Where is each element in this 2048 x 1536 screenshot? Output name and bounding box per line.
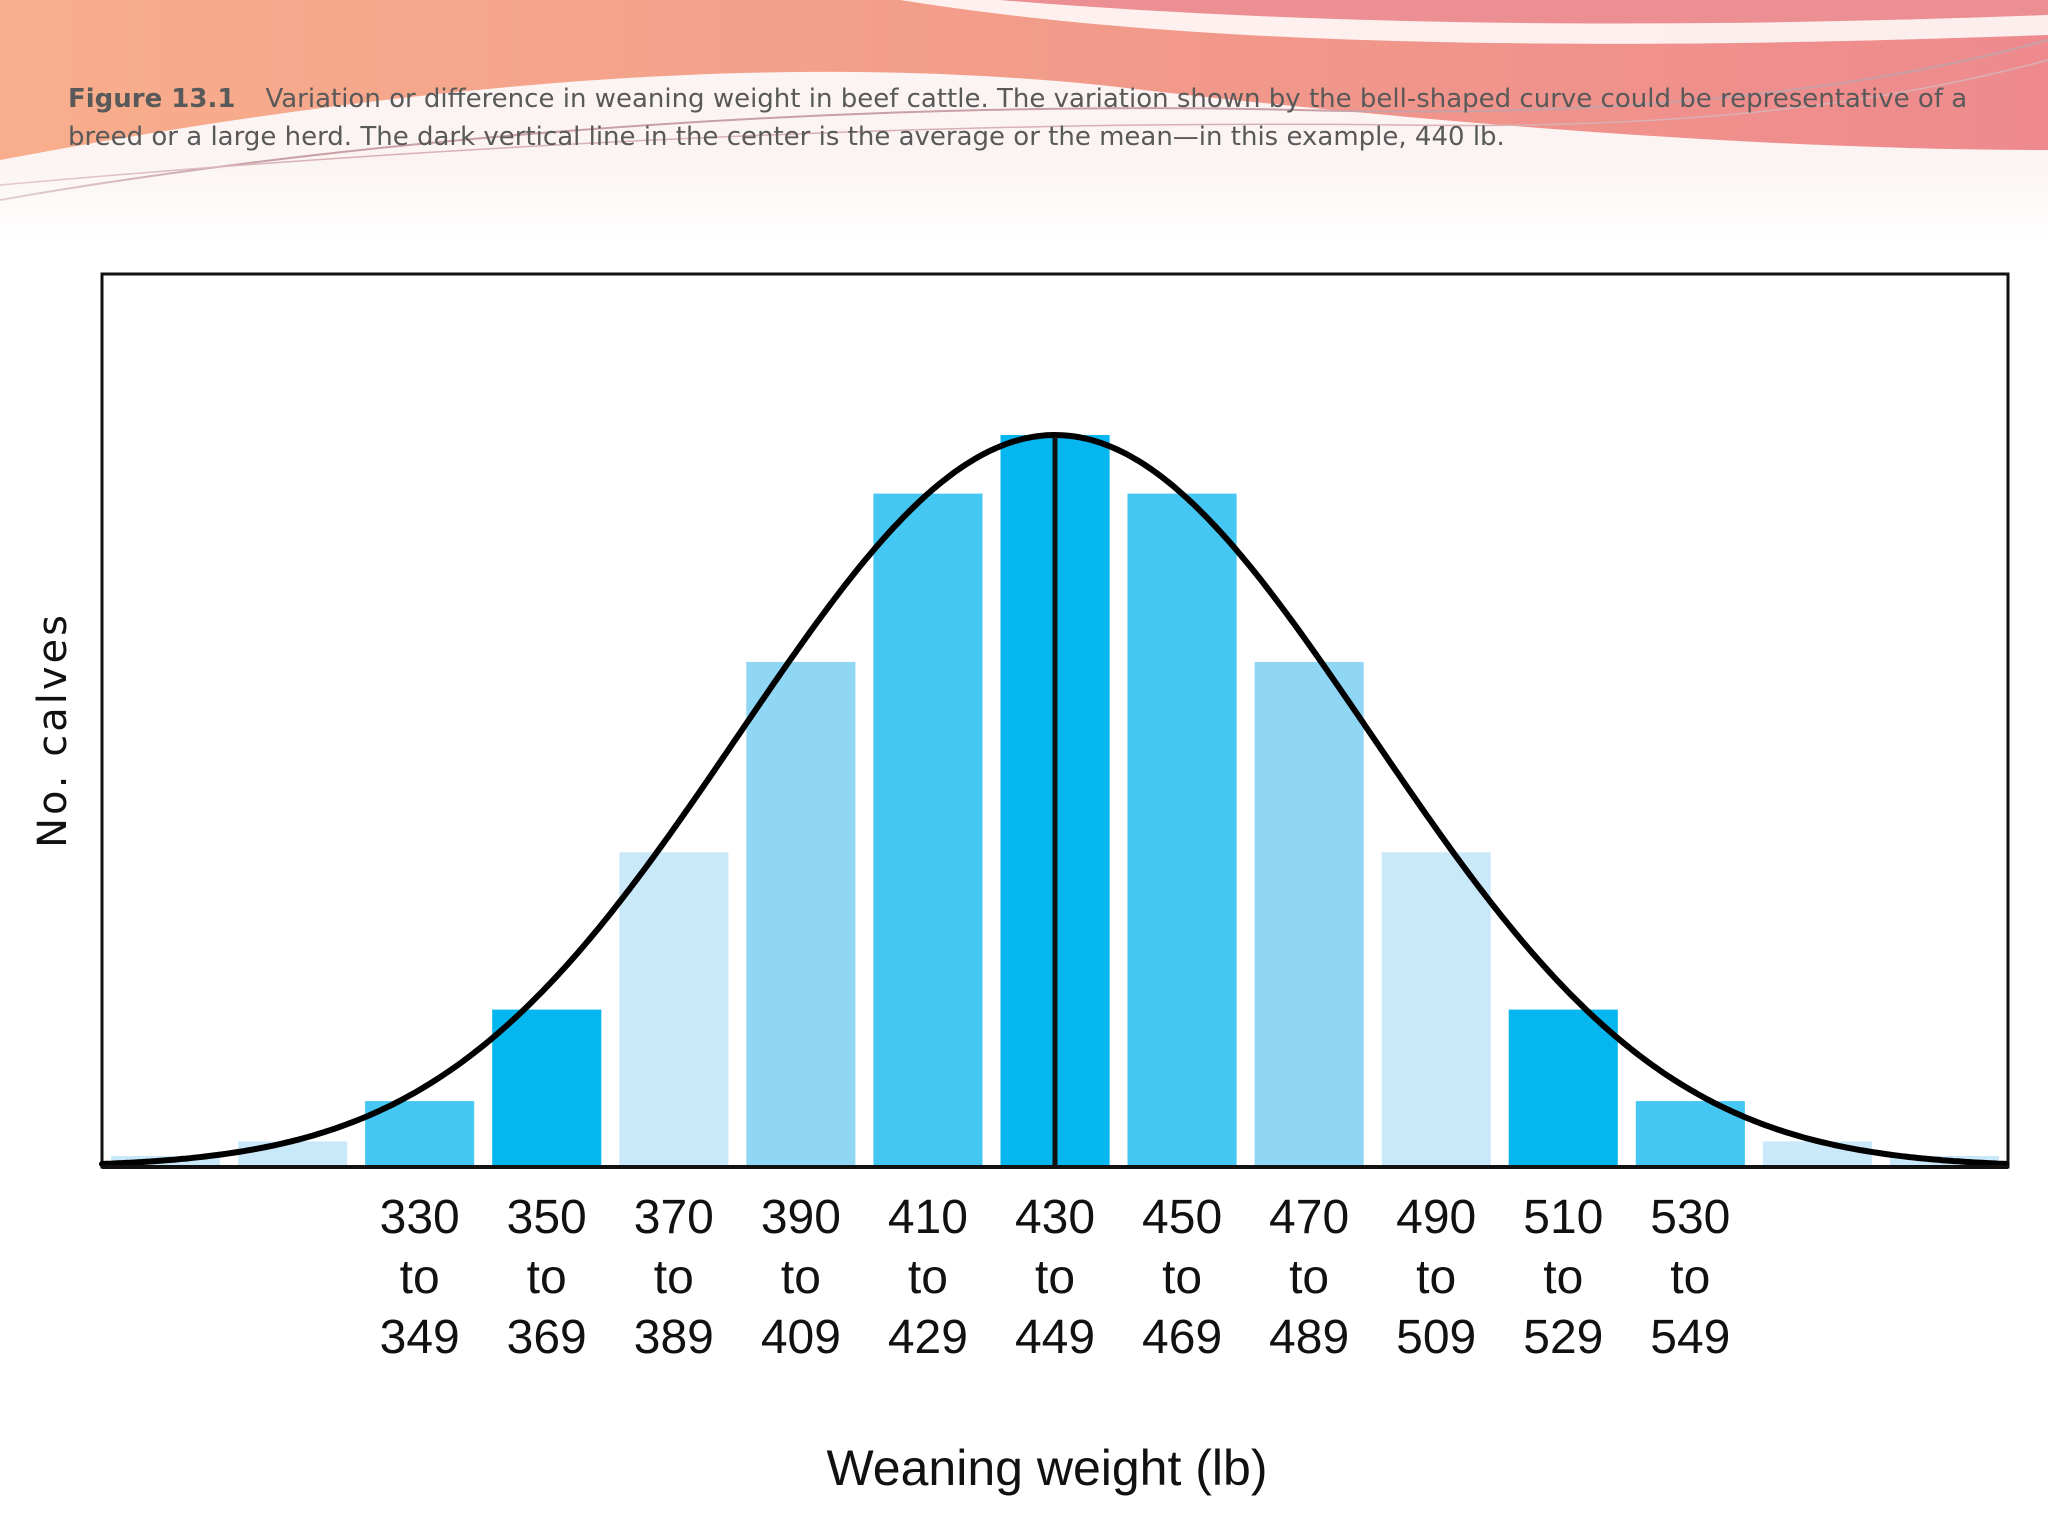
bar-390-to-409 xyxy=(746,661,856,1167)
bar-tail-13 xyxy=(1762,1141,1872,1167)
figure-label: Figure 13.1 xyxy=(68,84,236,114)
bar-490-to-509 xyxy=(1381,852,1491,1167)
x-tick-label: 470 to 489 xyxy=(1269,1191,1349,1364)
bar-470-to-489 xyxy=(1254,661,1364,1167)
header-banner xyxy=(0,0,2048,240)
x-tick-label: 510 to 529 xyxy=(1523,1191,1603,1364)
bar-510-to-529 xyxy=(1508,1009,1618,1167)
x-tick-label: 330 to 349 xyxy=(380,1191,460,1364)
x-tick-label: 350 to 369 xyxy=(507,1191,587,1364)
x-tick-label: 490 to 509 xyxy=(1396,1191,1476,1364)
bar-410-to-429 xyxy=(873,493,983,1168)
bell-curve xyxy=(99,431,2009,1167)
bar-tail-1 xyxy=(238,1141,348,1167)
x-tick-label: 410 to 429 xyxy=(888,1191,968,1364)
x-axis-label: Weaning weight (lb) xyxy=(827,1440,1268,1496)
bar-450-to-469 xyxy=(1127,493,1237,1168)
bar-370-to-389 xyxy=(619,852,729,1167)
y-axis-label: No. calves xyxy=(30,612,76,848)
x-tick-label: 450 to 469 xyxy=(1142,1191,1222,1364)
bar-350-to-369 xyxy=(492,1009,602,1167)
x-tick-label: 530 to 549 xyxy=(1650,1191,1730,1364)
figure-caption: Figure 13.1 Variation or difference in we… xyxy=(68,80,2008,156)
x-tick-label: 390 to 409 xyxy=(761,1191,841,1364)
figure-caption-text: Variation or difference in weaning weigh… xyxy=(68,84,1968,152)
x-tick-label: 370 to 389 xyxy=(634,1191,714,1364)
x-tick-label: 430 to 449 xyxy=(1015,1191,1095,1364)
